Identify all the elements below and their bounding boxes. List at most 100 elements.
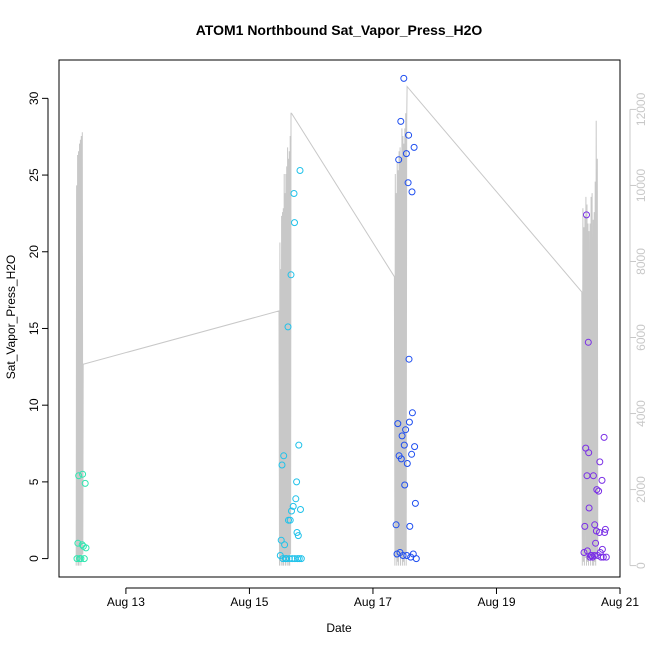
data-point [80,555,88,563]
x-axis-label: Date [326,621,352,635]
data-point [401,481,409,489]
data-point [296,167,304,174]
data-point [411,499,419,507]
data-point [597,553,605,561]
data-point [75,472,83,480]
y2-tick-label: 2000 [634,476,648,503]
data-point [595,487,603,495]
data-point [602,553,610,561]
y2-tick-label: 10000 [634,168,648,202]
y-axis-label: Sat_Vapor_Press_H2O [4,255,18,380]
data-point [82,544,90,552]
data-point [290,190,298,197]
data-point [277,536,285,544]
y2-tick-label: 0 [634,562,648,569]
point-group-2 [276,167,305,563]
data-point [392,521,400,529]
data-point [398,432,406,440]
data-point [591,521,599,529]
data-point [585,449,593,457]
data-point [79,470,87,478]
data-point [595,529,603,536]
data-point [281,541,289,549]
data-point [410,143,418,151]
data-point [405,418,413,426]
data-point [403,460,411,467]
data-point [584,338,592,346]
data-point [400,74,408,82]
data-point [286,516,294,524]
x-tick-label: Aug 13 [107,595,145,609]
data-point [411,443,419,451]
data-point [585,504,593,512]
data-point [406,522,414,530]
data-point [408,188,416,196]
data-point [402,426,410,434]
data-point [581,522,589,530]
x-tick-label: Aug 21 [601,595,639,609]
data-point [289,502,297,510]
data-point [292,495,300,503]
data-point [77,555,85,563]
scatter-points-layer [73,74,610,563]
data-point [598,545,606,553]
y-tick-label: 10 [27,398,41,412]
point-group-1 [73,470,90,563]
y-tick-label: 25 [27,168,41,182]
data-point [590,552,598,559]
data-point [400,441,408,449]
data-point [293,478,301,486]
y-tick-label: 15 [27,321,41,335]
x-axis: Aug 13 Aug 15 Aug 17 Aug 19 Aug 21 [107,587,639,609]
data-point [399,552,407,559]
data-point [74,539,82,547]
line-series [75,85,599,566]
data-point [295,555,303,563]
y2-tick-label: 4000 [634,400,648,427]
data-point [404,179,412,187]
data-point [394,420,402,428]
data-point [580,549,588,556]
y2-tick-label: 6000 [634,324,648,351]
data-point [288,555,296,563]
data-point [73,555,81,563]
data-point [278,461,286,469]
y2-tick-label: 8000 [634,248,648,275]
data-point [297,506,304,513]
data-point [601,529,609,536]
data-point [593,486,601,494]
data-point [295,441,303,449]
data-point [397,117,405,125]
data-point [408,409,416,417]
data-point [81,479,89,487]
y-tick-label: 20 [27,245,41,259]
data-point [592,539,600,547]
data-point [297,555,305,563]
y-tick-label: 30 [27,91,41,105]
y2-tick-label: 12000 [634,92,648,126]
data-point [596,458,604,466]
data-point [405,355,413,363]
plot-frame [58,59,621,578]
data-point [589,472,597,480]
x-tick-label: Aug 19 [477,595,515,609]
x-tick-label: Aug 15 [230,595,268,609]
y-tick-label: 0 [27,555,41,562]
x-tick-label: Aug 17 [354,595,392,609]
chart-title: ATOM1 Northbound Sat_Vapor_Press_H2O [196,22,483,38]
data-point [294,532,302,540]
data-point [291,219,298,227]
data-point [600,433,608,441]
data-point [280,452,288,460]
y-axis-left: 0 5 10 15 20 25 30 [27,91,49,562]
data-point [405,131,413,139]
point-group-3 [392,74,420,563]
data-point [601,525,609,533]
line-series-layer [75,85,599,566]
data-point [583,547,591,555]
data-point [287,271,295,279]
data-point [288,507,295,515]
data-point [598,476,606,484]
data-point [402,150,410,158]
